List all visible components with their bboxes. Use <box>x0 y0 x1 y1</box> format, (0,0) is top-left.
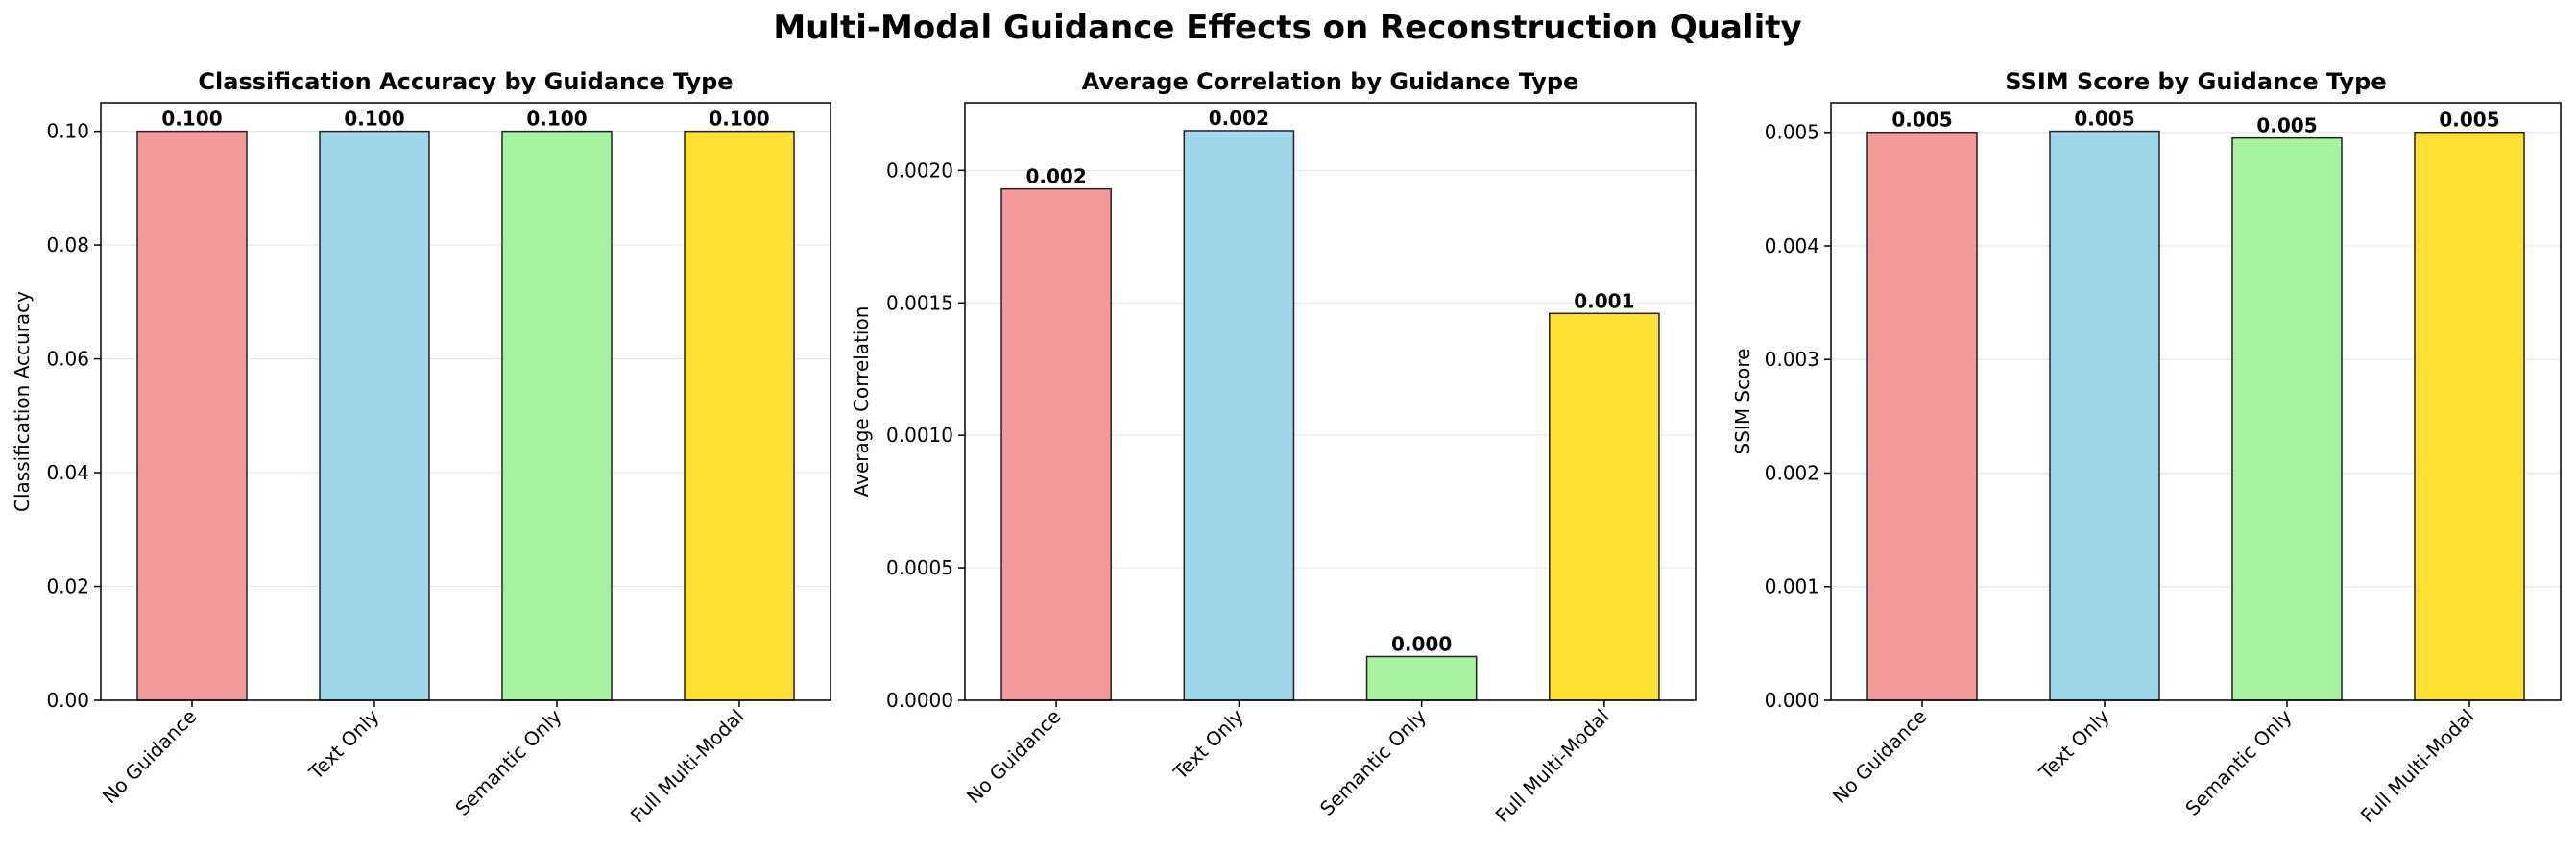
y-tick-label: 0.04 <box>46 461 89 484</box>
chart-title: Classification Accuracy by Guidance Type <box>198 68 733 95</box>
plot-frame <box>964 102 1697 701</box>
bar <box>1365 655 1478 701</box>
bar <box>2414 131 2525 701</box>
y-tick-label: 0.0010 <box>886 424 953 447</box>
y-tick-label: 0.06 <box>46 348 89 371</box>
data-label: 0.100 <box>526 108 587 131</box>
data-label: 0.100 <box>161 108 222 131</box>
bar <box>136 130 248 701</box>
bar <box>1549 312 1660 701</box>
data-label: 0.100 <box>344 108 404 131</box>
y-axis-label: Classification Accuracy <box>11 291 34 512</box>
data-label: 0.005 <box>2256 114 2317 137</box>
data-label: 0.002 <box>1209 107 1269 130</box>
y-tick-label: 0.001 <box>1765 575 1819 598</box>
y-tick-label: 0.005 <box>1765 121 1819 144</box>
y-tick-label: 0.0020 <box>886 158 953 182</box>
bar <box>1183 130 1295 701</box>
figure-title: Multi-Modal Guidance Effects on Reconstr… <box>773 9 1801 47</box>
data-label: 0.002 <box>1025 165 1086 188</box>
y-tick-label: 0.004 <box>1765 234 1819 257</box>
y-tick-label: 0.08 <box>46 233 89 256</box>
y-tick-label: 0.003 <box>1765 348 1819 371</box>
y-tick-label: 0.0005 <box>886 556 953 579</box>
bar <box>1866 131 1978 701</box>
y-tick-label: 0.002 <box>1765 461 1819 484</box>
bar <box>1000 187 1112 701</box>
bar <box>319 130 430 701</box>
bar <box>2231 136 2343 701</box>
bar <box>2049 130 2160 701</box>
data-label: 0.005 <box>1891 109 1952 132</box>
y-axis-label: Average Correlation <box>850 306 873 498</box>
y-axis-label: SSIM Score <box>1731 349 1754 455</box>
y-tick-label: 0.0000 <box>886 689 953 712</box>
chart-title: SSIM Score by Guidance Type <box>2005 68 2386 95</box>
y-tick-label: 0.0015 <box>886 291 953 314</box>
plot-frame <box>1830 102 2562 701</box>
data-label: 0.005 <box>2439 109 2499 132</box>
data-label: 0.001 <box>1574 289 1634 312</box>
y-tick-label: 0.00 <box>46 689 89 712</box>
data-label: 0.005 <box>2074 108 2134 131</box>
data-label: 0.000 <box>1391 632 1452 655</box>
plot-frame <box>100 102 831 701</box>
bar <box>501 130 613 701</box>
y-tick-label: 0.10 <box>46 120 89 143</box>
y-tick-label: 0.02 <box>46 575 89 598</box>
y-tick-label: 0.000 <box>1765 689 1819 712</box>
bar <box>684 130 795 701</box>
chart-title: Average Correlation by Guidance Type <box>1082 68 1579 95</box>
data-label: 0.100 <box>709 108 769 131</box>
